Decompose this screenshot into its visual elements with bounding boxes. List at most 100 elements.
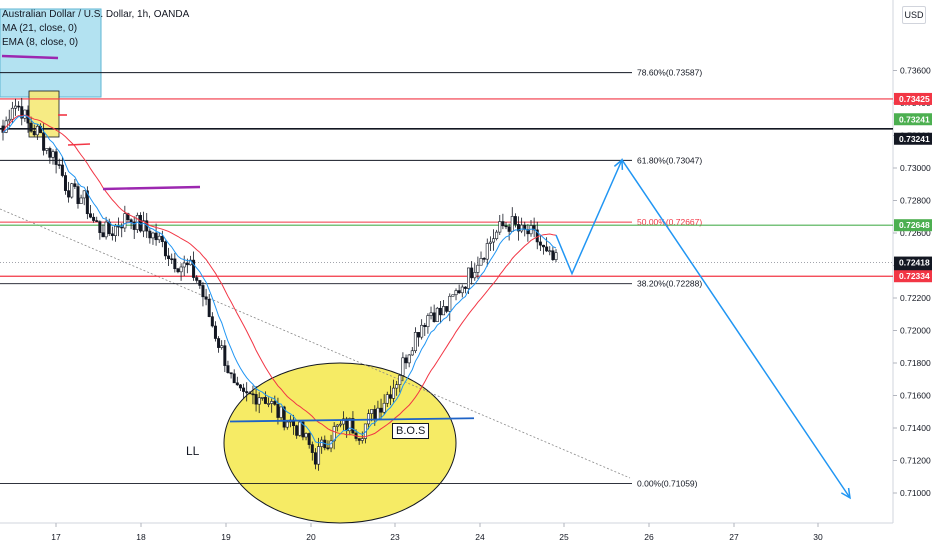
candle-body xyxy=(60,164,64,176)
candle-body xyxy=(357,438,361,441)
candle-body xyxy=(510,216,514,232)
candle-body xyxy=(182,262,186,268)
candle-body xyxy=(313,452,317,465)
candle-body xyxy=(20,106,24,119)
candle-body xyxy=(173,258,177,270)
price-tick-label: 0.71800 xyxy=(900,358,931,368)
candle-body xyxy=(445,306,449,312)
candle-body xyxy=(492,238,496,243)
projection-path xyxy=(555,158,851,499)
candle-body xyxy=(210,316,214,327)
candle-body xyxy=(307,433,311,445)
candle-body xyxy=(451,294,455,297)
price-tick-label: 0.72000 xyxy=(900,326,931,336)
candle-body xyxy=(104,221,108,238)
candle-body xyxy=(76,186,80,204)
candle-body xyxy=(351,418,355,434)
candle-body xyxy=(254,394,258,405)
candle-body xyxy=(285,421,289,428)
candle-body xyxy=(320,439,324,447)
ll-label: LL xyxy=(186,444,200,458)
price-tick-label: 0.71000 xyxy=(900,488,931,498)
candle-body xyxy=(245,391,249,394)
candle-body xyxy=(170,258,174,261)
candle-body xyxy=(507,226,511,232)
candle-body xyxy=(198,280,202,286)
candle-body xyxy=(276,404,280,418)
purple-mark-1 xyxy=(1,54,59,60)
candle-body xyxy=(10,107,14,120)
candle-body xyxy=(95,220,99,222)
candle-body xyxy=(407,354,411,364)
candle-body xyxy=(35,125,39,136)
candle-body xyxy=(410,350,414,356)
candle-body xyxy=(148,230,152,239)
candle-body xyxy=(129,219,133,223)
symbol-title[interactable]: Australian Dollar / U.S. Dollar, 1h, OAN… xyxy=(2,9,190,20)
bos-label: B.O.S xyxy=(392,423,430,439)
candle-body xyxy=(167,255,171,260)
candle-body xyxy=(223,345,227,366)
candle-body xyxy=(467,267,471,289)
candle-body xyxy=(517,224,521,232)
candle-body xyxy=(395,384,399,389)
time-tick-label: 25 xyxy=(559,532,569,542)
price-tick-label: 0.72200 xyxy=(900,293,931,303)
fib-label: 61.80%(0.73047) xyxy=(637,155,702,165)
fib-label: 78.60%(0.73587) xyxy=(637,68,702,78)
candle-body xyxy=(79,197,83,204)
candle-body xyxy=(195,277,199,281)
candle-body xyxy=(392,387,396,399)
candle-body xyxy=(123,213,127,229)
candle-body xyxy=(460,286,464,294)
candle-body xyxy=(420,324,424,338)
candle-body xyxy=(526,229,530,235)
time-tick-label: 19 xyxy=(221,532,231,542)
indicator-ema-label[interactable]: EMA (8, close, 0) xyxy=(2,37,79,48)
candle-body xyxy=(423,324,427,328)
candle-body xyxy=(379,407,383,413)
candle-body xyxy=(257,397,261,405)
time-tick-label: 20 xyxy=(306,532,316,542)
candle-body xyxy=(388,394,392,399)
candle-body xyxy=(273,401,277,405)
currency-button[interactable]: USD xyxy=(902,6,926,24)
price-tick-label: 0.71200 xyxy=(900,456,931,466)
candle-body xyxy=(376,407,380,420)
time-tick-label: 18 xyxy=(136,532,146,542)
candle-body xyxy=(538,241,542,246)
candles-group xyxy=(1,97,558,471)
candle-body xyxy=(73,183,77,187)
candle-body xyxy=(482,258,486,260)
candle-body xyxy=(63,175,67,191)
candle-body xyxy=(404,357,408,364)
candle-body xyxy=(301,421,305,438)
candle-body xyxy=(238,384,242,389)
candle-body xyxy=(545,246,549,252)
candle-body xyxy=(232,373,236,384)
candle-body xyxy=(335,424,339,427)
candle-body xyxy=(485,243,489,260)
candle-body xyxy=(435,307,439,322)
candle-body xyxy=(98,221,102,233)
candle-body xyxy=(504,225,508,228)
candle-body xyxy=(163,241,167,257)
candle-body xyxy=(398,375,402,385)
candle-body xyxy=(192,259,196,278)
candle-body xyxy=(226,365,230,373)
price-tick-label: 0.73600 xyxy=(900,66,931,76)
candle-body xyxy=(304,433,308,438)
candle-body xyxy=(45,148,49,151)
indicator-ma-label[interactable]: MA (21, close, 0) xyxy=(2,23,78,34)
candle-body xyxy=(382,402,386,413)
candle-body xyxy=(17,105,21,108)
tag-black-bg xyxy=(894,132,932,145)
candle-body xyxy=(348,418,352,432)
candle-body xyxy=(154,232,158,241)
candle-body xyxy=(7,118,11,122)
ma-line xyxy=(2,114,557,438)
bos-line xyxy=(229,417,475,423)
candle-body xyxy=(370,409,374,414)
fib-label: 0.00%(0.71059) xyxy=(637,478,698,488)
